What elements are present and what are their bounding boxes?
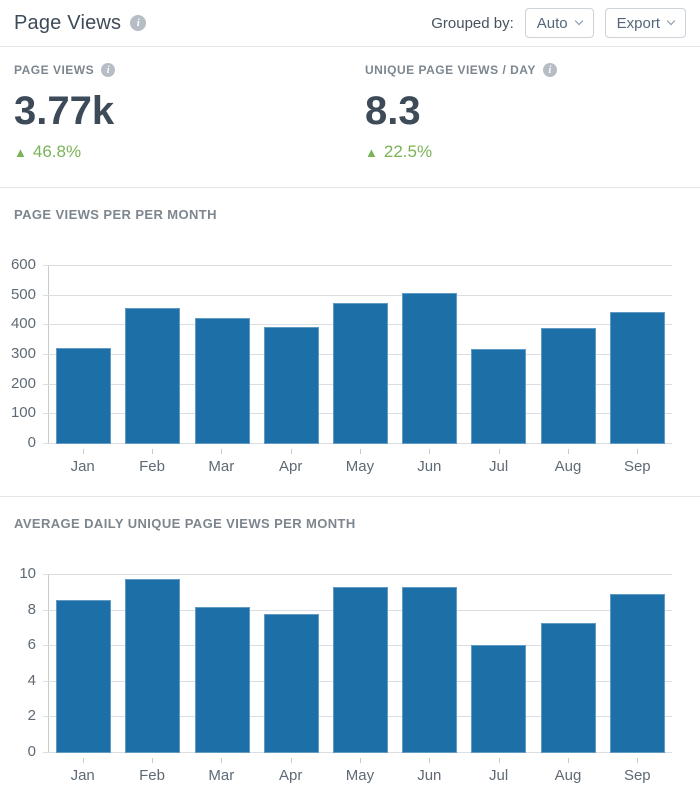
bar-feb[interactable] (125, 307, 181, 444)
kpi-delta-value: 46.8% (32, 142, 82, 161)
bar-jul[interactable] (471, 645, 527, 753)
bar-jan[interactable] (56, 347, 112, 444)
y-tick-label: 200 (10, 374, 36, 392)
x-tick-label-jun: Jun (395, 757, 464, 785)
x-tick-label-aug: Aug (533, 757, 602, 785)
bar-jun[interactable] (402, 587, 458, 753)
kpi-label-row: UNIQUE PAGE VIEWS / DAY i (365, 63, 557, 77)
x-tick-label-jan: Jan (48, 757, 117, 785)
kpi-page-views: PAGE VIEWS i 3.77k ▲ 46.8% (14, 63, 365, 171)
x-tick-label-jun: Jun (395, 448, 464, 476)
bar-jun[interactable] (402, 292, 458, 444)
y-tick-label: 600 (10, 256, 36, 273)
bar-feb[interactable] (125, 579, 181, 753)
header: Page Views i Grouped by: Auto Export (0, 0, 700, 47)
y-gridline: 500 (11, 286, 672, 303)
bar-apr[interactable] (263, 614, 319, 753)
x-tick-label-jan: Jan (48, 448, 117, 476)
x-tick-label-apr: Apr (256, 757, 325, 785)
bar-mar[interactable] (194, 607, 250, 753)
grouped-by-value: Auto (536, 14, 568, 32)
kpi-label: PAGE VIEWS (14, 63, 95, 77)
y-tick-label: 10 (19, 565, 36, 582)
chart-title: AVERAGE DAILY UNIQUE PAGE VIEWS PER MONT… (14, 516, 356, 531)
x-tick-label-mar: Mar (187, 448, 256, 476)
y-tick-label: 300 (10, 345, 36, 362)
bar-mar[interactable] (194, 317, 250, 444)
kpi-label: UNIQUE PAGE VIEWS / DAY (365, 63, 536, 77)
kpi-unique-page-views: UNIQUE PAGE VIEWS / DAY i 8.3 ▲ 22.5% (365, 63, 557, 171)
x-tick-label-feb: Feb (117, 757, 186, 785)
grouped-by-dropdown[interactable]: Auto (524, 8, 594, 38)
x-tick-label-jul: Jul (464, 448, 533, 476)
grouped-by-label: Grouped by: (431, 14, 514, 32)
x-tick-label-aug: Aug (533, 448, 602, 476)
x-tick-label-may: May (325, 757, 394, 785)
bar-chart-avg-daily-unique-page-views: 0 2 4 6 8 10 Jan Feb Mar Apr May Jun Jul Aug Sep (14, 565, 686, 785)
export-label: Export (616, 14, 660, 32)
y-tick-label: 0 (27, 743, 36, 760)
x-tick-label-jul: Jul (464, 757, 533, 785)
up-arrow-icon: ▲ (14, 144, 27, 160)
page-title: Page Views (14, 11, 122, 34)
x-tick-label-may: May (325, 448, 394, 476)
kpi-value: 3.77k (14, 89, 115, 133)
bar-sep[interactable] (609, 593, 665, 753)
y-gridline: 10 (19, 565, 672, 582)
x-tick-label-feb: Feb (117, 448, 186, 476)
chart-title: PAGE VIEWS PER PER MONTH (14, 207, 217, 222)
kpi-delta: ▲ 22.5% (365, 142, 557, 162)
info-icon[interactable]: i (542, 63, 557, 77)
y-tick-label: 4 (27, 671, 36, 689)
chevron-down-icon (666, 16, 676, 26)
x-tick-label-sep: Sep (603, 448, 672, 476)
kpi-value: 8.3 (365, 89, 421, 133)
up-arrow-icon: ▲ (365, 144, 378, 160)
x-tick-label-sep: Sep (603, 757, 672, 785)
plot-area: 0 100 200 300 400 500 600 (11, 256, 672, 451)
bar-apr[interactable] (263, 326, 319, 444)
bar-may[interactable] (332, 586, 388, 753)
info-icon[interactable]: i (101, 63, 116, 77)
bar-jan[interactable] (56, 599, 112, 753)
y-gridline: 600 (11, 256, 672, 273)
chart-section-avg-daily-unique-page-views: AVERAGE DAILY UNIQUE PAGE VIEWS PER MONT… (0, 497, 700, 794)
bar-aug[interactable] (540, 328, 596, 444)
chevron-down-icon (574, 16, 583, 26)
x-axis-labels: Jan Feb Mar Apr May Jun Jul Aug Sep (48, 448, 672, 476)
y-tick-label: 8 (27, 600, 36, 618)
bars (49, 266, 672, 444)
x-axis-labels: Jan Feb Mar Apr May Jun Jul Aug Sep (48, 757, 672, 785)
header-controls: Grouped by: Auto Export (431, 8, 686, 38)
y-tick-label: 500 (10, 285, 36, 303)
chart-section-page-views-per-month: PAGE VIEWS PER PER MONTH 0 100 200 300 400 50… (0, 188, 700, 497)
kpi-delta-value: 22.5% (383, 142, 433, 161)
bar-may[interactable] (332, 303, 388, 444)
x-tick-label-apr: Apr (256, 448, 325, 476)
x-tick-label-mar: Mar (187, 757, 256, 785)
bar-aug[interactable] (540, 623, 596, 753)
y-tick-label: 2 (27, 707, 36, 725)
kpi-label-row: PAGE VIEWS i (14, 63, 365, 77)
bar-chart-page-views-per-month: 0 100 200 300 400 500 600 Jan Feb Mar Apr May Jun Jul… (11, 256, 686, 476)
y-tick-label: 6 (27, 636, 36, 654)
y-tick-label: 100 (10, 404, 36, 422)
plot-area: 0 2 4 6 8 10 (19, 565, 672, 760)
y-tick-label: 400 (10, 315, 36, 333)
kpi-delta: ▲ 46.8% (14, 142, 365, 162)
bar-jul[interactable] (471, 349, 527, 444)
bar-sep[interactable] (609, 311, 665, 444)
title-wrap: Page Views i (14, 11, 147, 35)
kpi-section: PAGE VIEWS i 3.77k ▲ 46.8% UNIQUE PAGE V… (0, 47, 700, 188)
bars (49, 575, 672, 753)
export-dropdown[interactable]: Export (604, 8, 686, 38)
y-tick-label: 0 (27, 434, 36, 451)
info-icon[interactable]: i (130, 15, 147, 31)
